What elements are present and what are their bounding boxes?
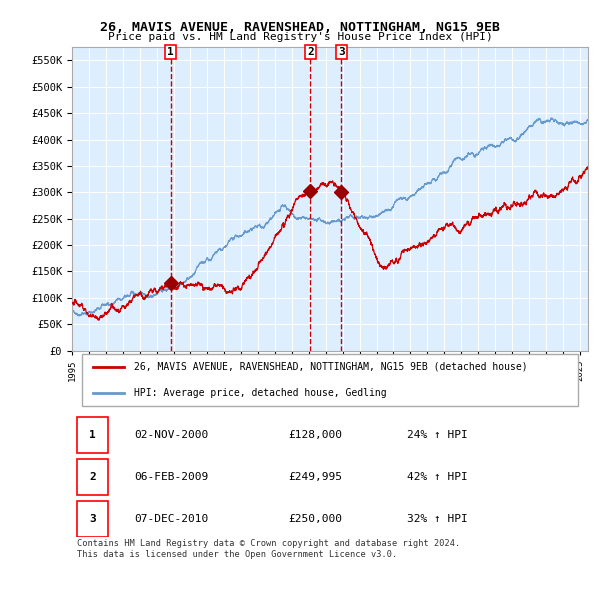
Text: £249,995: £249,995 [289, 472, 343, 482]
Text: 02-NOV-2000: 02-NOV-2000 [134, 430, 208, 440]
Text: 3: 3 [89, 514, 96, 525]
Text: £128,000: £128,000 [289, 430, 343, 440]
Text: 42% ↑ HPI: 42% ↑ HPI [407, 472, 468, 482]
Text: 24% ↑ HPI: 24% ↑ HPI [407, 430, 468, 440]
Text: 1: 1 [167, 47, 174, 57]
Text: 32% ↑ HPI: 32% ↑ HPI [407, 514, 468, 525]
Text: HPI: Average price, detached house, Gedling: HPI: Average price, detached house, Gedl… [134, 388, 386, 398]
FancyBboxPatch shape [77, 417, 108, 453]
Text: 26, MAVIS AVENUE, RAVENSHEAD, NOTTINGHAM, NG15 9EB (detached house): 26, MAVIS AVENUE, RAVENSHEAD, NOTTINGHAM… [134, 362, 527, 372]
Text: 06-FEB-2009: 06-FEB-2009 [134, 472, 208, 482]
Text: Price paid vs. HM Land Registry's House Price Index (HPI): Price paid vs. HM Land Registry's House … [107, 32, 493, 42]
Text: 26, MAVIS AVENUE, RAVENSHEAD, NOTTINGHAM, NG15 9EB: 26, MAVIS AVENUE, RAVENSHEAD, NOTTINGHAM… [100, 21, 500, 34]
FancyBboxPatch shape [82, 353, 578, 406]
Text: 3: 3 [338, 47, 345, 57]
FancyBboxPatch shape [77, 502, 108, 537]
FancyBboxPatch shape [77, 459, 108, 495]
Text: 2: 2 [89, 472, 96, 482]
Text: 2: 2 [307, 47, 314, 57]
Text: £250,000: £250,000 [289, 514, 343, 525]
Text: 07-DEC-2010: 07-DEC-2010 [134, 514, 208, 525]
Text: Contains HM Land Registry data © Crown copyright and database right 2024.
This d: Contains HM Land Registry data © Crown c… [77, 539, 460, 559]
Text: 1: 1 [89, 430, 96, 440]
